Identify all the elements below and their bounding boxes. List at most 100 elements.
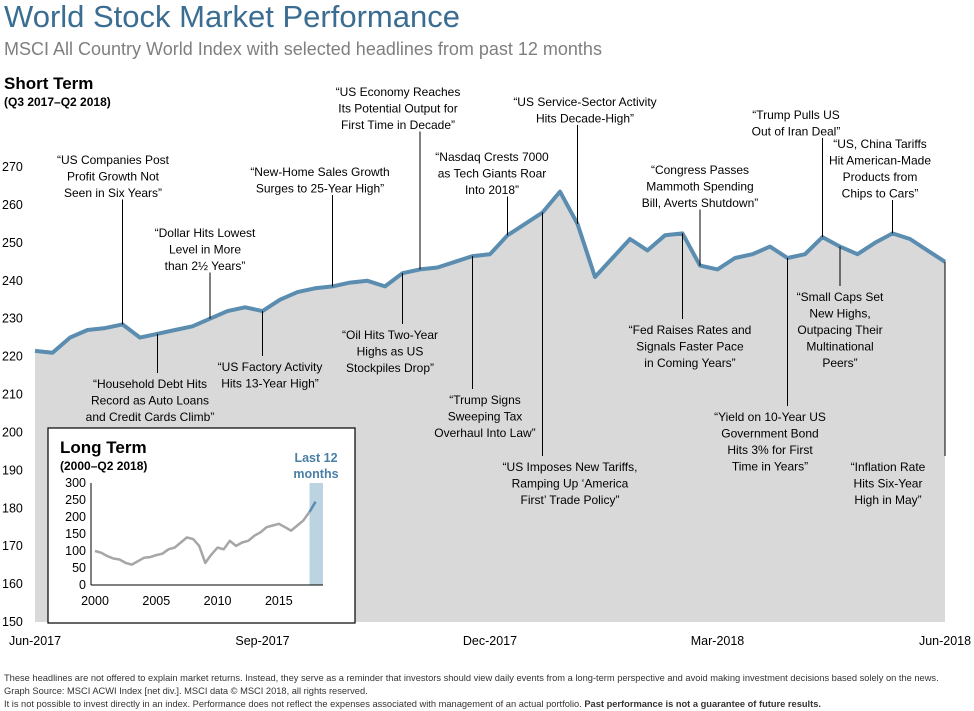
- note: Graph Source: MSCI ACWI Index [net div.]…: [4, 686, 368, 696]
- annotation: Record as Auto Loans: [91, 394, 209, 408]
- annotation: “Congress Passes: [651, 163, 749, 177]
- annotation: Hits Six-Year: [854, 477, 923, 491]
- y-tick-label: 240: [2, 274, 23, 288]
- annotation: Its Potential Output for: [338, 102, 457, 116]
- annotation: as Tech Giants Roar: [438, 167, 547, 181]
- long-term-title: Long Term: [60, 438, 147, 457]
- x-tick-label: 2015: [265, 594, 293, 608]
- annotation: Into 2018”: [465, 183, 519, 197]
- annotation: Hits 3% for First: [727, 443, 813, 457]
- annotation: Signals Faster Pace: [636, 340, 744, 354]
- annotation: “Household Debt Hits: [93, 377, 207, 391]
- annotation: “Inflation Rate: [851, 460, 926, 474]
- annotation: Mammoth Spending: [646, 180, 753, 194]
- y-tick-label: 200: [2, 425, 23, 439]
- y-tick-label: 170: [2, 539, 23, 553]
- annotation: Bill, Averts Shutdown”: [642, 196, 759, 210]
- y-tick-label: 250: [65, 493, 86, 507]
- y-tick-label: 260: [2, 198, 23, 212]
- annotation: “US Economy Reaches: [336, 85, 461, 99]
- line: [94, 511, 311, 566]
- x-tick-label: Jun-2018: [919, 634, 971, 648]
- x-tick-label: Mar-2018: [691, 634, 745, 648]
- y-tick-label: 100: [65, 544, 86, 558]
- highlight-label: months: [293, 467, 338, 481]
- annotation: Seen in Six Years”: [64, 186, 162, 200]
- highlight-label: Last 12: [294, 451, 337, 465]
- y-tick-label: 180: [2, 501, 23, 515]
- annotation: Chips to Cars”: [842, 187, 919, 201]
- y-tick-label: 220: [2, 350, 23, 364]
- y-tick-label: 300: [65, 476, 86, 490]
- annotation: “Trump Signs: [449, 393, 521, 407]
- page-title: World Stock Market Performance: [4, 0, 460, 34]
- y-tick-label: 270: [2, 160, 23, 174]
- y-tick-label: 150: [2, 615, 23, 629]
- annotation: Overhaul Into Law”: [434, 426, 535, 440]
- x-tick-label: Dec-2017: [463, 634, 517, 648]
- annotation: in Coming Years”: [644, 356, 735, 370]
- annotation: Out of Iran Deal”: [752, 125, 841, 139]
- long-term-subtitle: (2000–Q2 2018): [60, 459, 147, 473]
- page-subtitle: MSCI All Country World Index with select…: [4, 39, 602, 59]
- annotation: and Credit Cards Climb”: [86, 410, 215, 424]
- annotation: Hit American-Made: [829, 154, 931, 168]
- line: [308, 501, 317, 513]
- x-tick-label: Jun-2017: [9, 634, 61, 648]
- annotation: First’ Trade Policy”: [521, 493, 620, 507]
- annotation: Products from: [843, 170, 918, 184]
- annotation: “Trump Pulls US: [752, 108, 840, 122]
- annotation: “US Imposes New Tariffs,: [503, 460, 638, 474]
- x-tick-label: 2005: [142, 594, 170, 608]
- y-tick-label: 50: [72, 561, 86, 575]
- annotation: Surges to 25-Year High”: [256, 182, 384, 196]
- y-tick-label: 210: [2, 388, 23, 402]
- annotation: “Fed Raises Rates and: [629, 323, 752, 337]
- annotation: Outpacing Their: [797, 323, 882, 337]
- annotation: than 2½ Years”: [165, 259, 246, 273]
- annotation: “US Companies Post: [57, 153, 170, 167]
- note-bold: Past performance is not a guarantee of f…: [584, 699, 821, 709]
- annotation: First Time in Decade”: [341, 118, 455, 132]
- y-tick-label: 190: [2, 463, 23, 477]
- y-tick-label: 200: [65, 510, 86, 524]
- annotation: “Yield on 10-Year US: [714, 410, 826, 424]
- annotation: Hits Decade-High”: [536, 112, 634, 126]
- y-tick-label: 160: [2, 577, 23, 591]
- short-term-subtitle: (Q3 2017–Q2 2018): [4, 95, 111, 109]
- annotation: Sweeping Tax: [448, 410, 523, 424]
- x-tick-label: Sep-2017: [235, 634, 289, 648]
- annotation: Time in Years”: [732, 460, 808, 474]
- annotation: Government Bond: [721, 427, 818, 441]
- annotation: Hits 13-Year High”: [221, 377, 319, 391]
- y-tick-label: 150: [65, 527, 86, 541]
- annotation: High in May”: [854, 493, 921, 507]
- annotation: Peers”: [822, 356, 857, 370]
- annotation: New Highs,: [809, 307, 870, 321]
- note: These headlines are not offered to expla…: [4, 673, 939, 683]
- annotation: Ramping Up ‘America: [512, 477, 629, 491]
- annotation: Multinational: [806, 340, 873, 354]
- highlight-band: [309, 483, 323, 585]
- annotation: “New-Home Sales Growth: [250, 165, 389, 179]
- annotation: “US Service-Sector Activity: [513, 95, 656, 109]
- y-tick-label: 250: [2, 236, 23, 250]
- long-term-chart: Long Term (2000–Q2 2018) Last 12 months 0 5…: [47, 427, 356, 624]
- y-tick-label: 230: [2, 312, 23, 326]
- inset-frame: [47, 427, 356, 624]
- annotation: “Dollar Hits Lowest: [155, 226, 256, 240]
- annotation: “Nasdaq Crests 7000: [435, 150, 549, 164]
- y-tick-label: 0: [79, 578, 86, 592]
- annotation: “Small Caps Set: [797, 290, 884, 304]
- note: It is not possible to invest directly in…: [4, 699, 582, 709]
- annotation: “US Factory Activity: [218, 360, 323, 374]
- note: It is not possible to invest directly in…: [4, 699, 821, 709]
- annotation: “US, China Tariffs: [833, 137, 927, 151]
- annotation: “Oil Hits Two-Year: [342, 328, 438, 342]
- short-term-title: Short Term: [4, 74, 93, 93]
- x-tick-label: 2010: [204, 594, 232, 608]
- annotation: Profit Growth Not: [67, 170, 160, 184]
- x-tick-label: 2000: [81, 594, 109, 608]
- annotation: Level in More: [169, 243, 241, 257]
